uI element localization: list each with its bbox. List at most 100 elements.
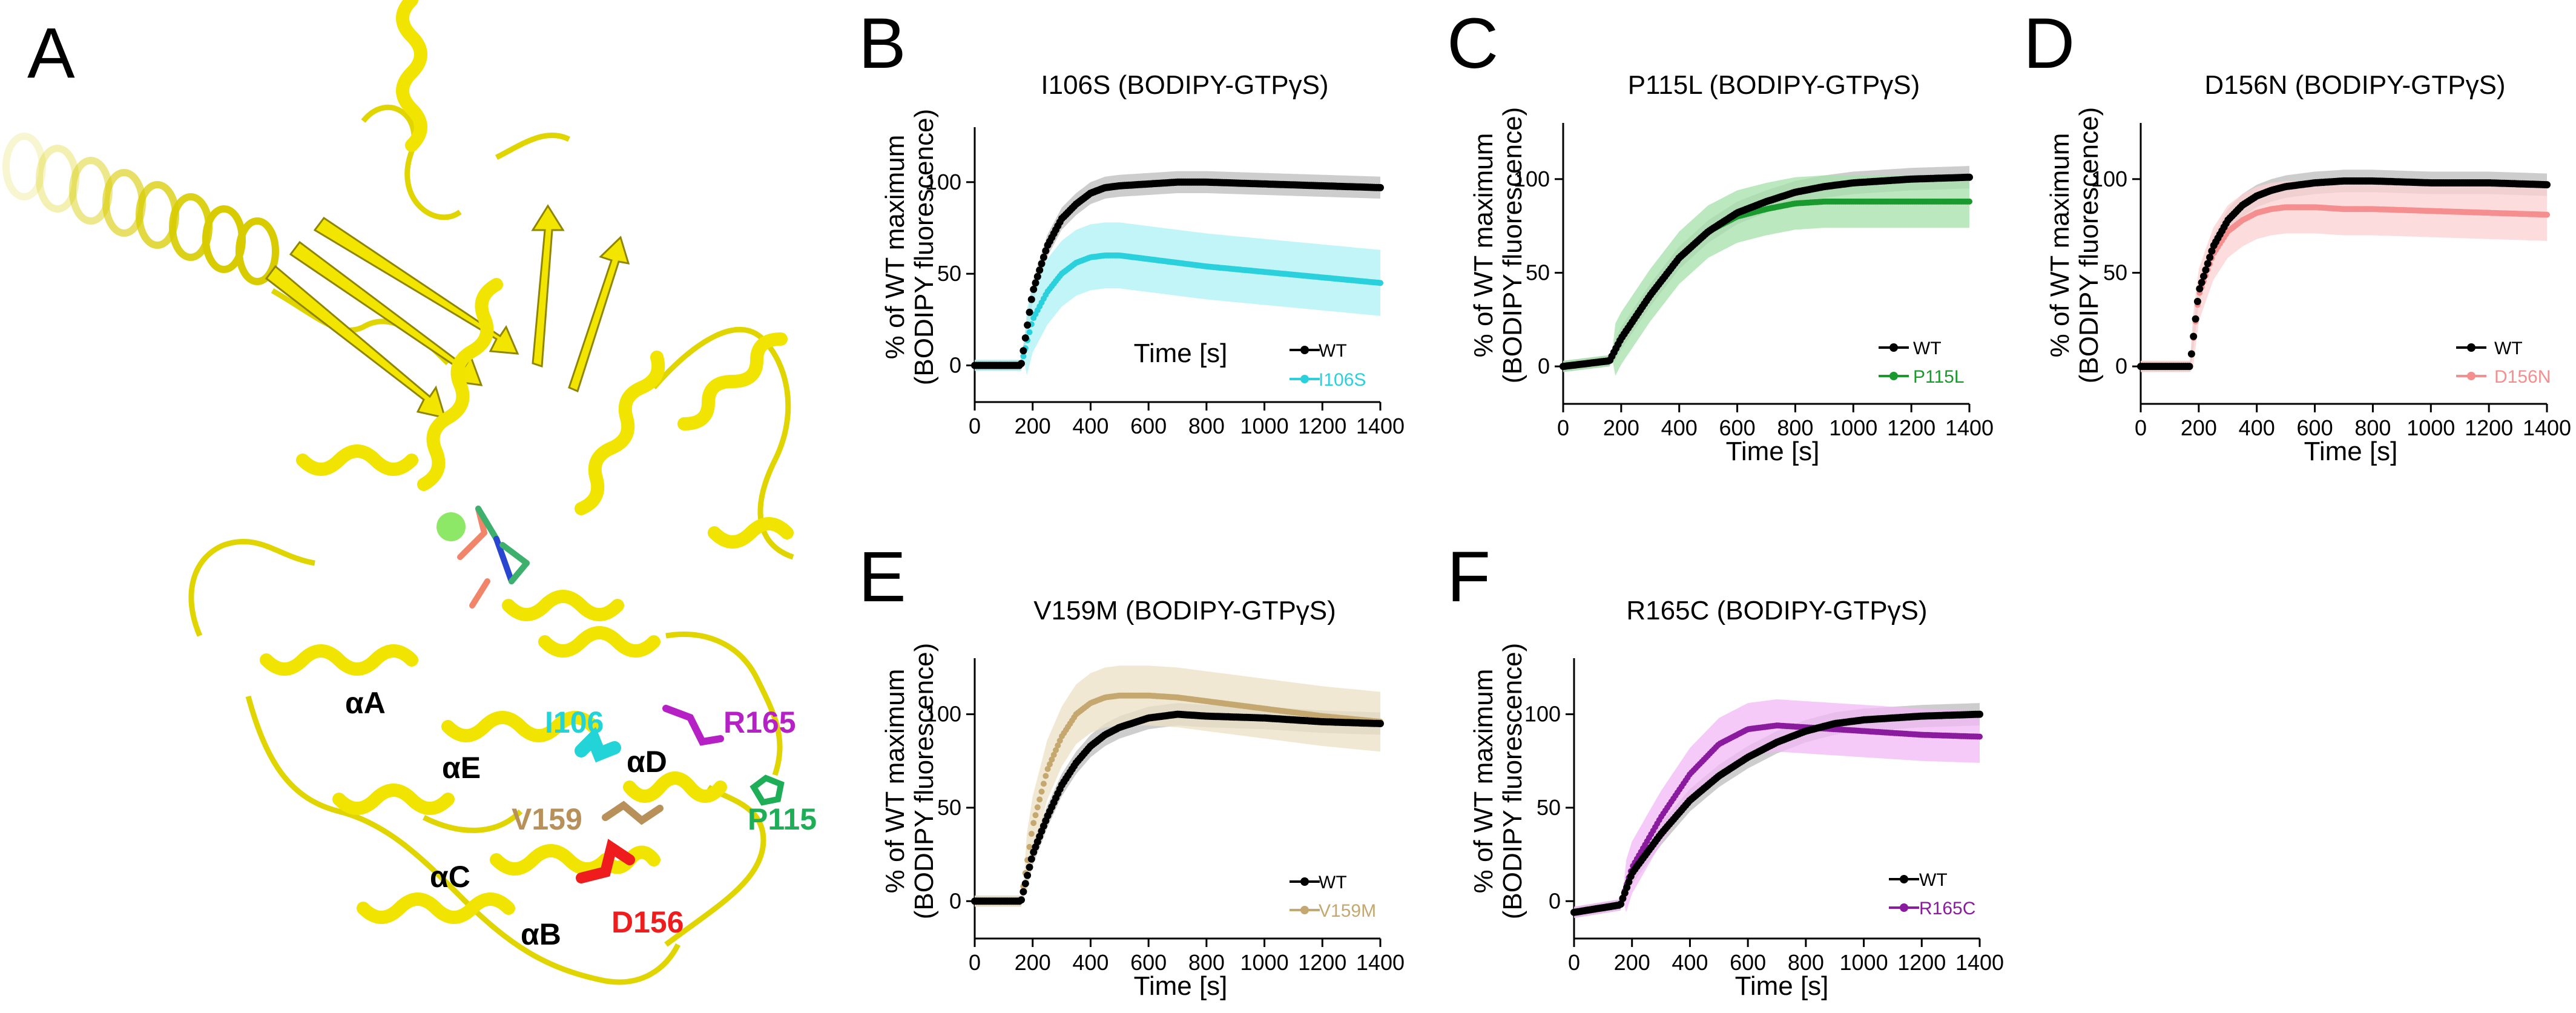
label-residue-r165: R165 [723, 705, 796, 739]
plot-area: 0 200 400 600 800 1000 1200 1400 0 50 100 [925, 658, 1405, 975]
x-tick-label: 0 [969, 414, 981, 438]
x-tick-label: 1200 [1298, 414, 1346, 438]
legend-label-r165c: R165C [1919, 899, 1975, 919]
x-tick-label: 600 [2297, 415, 2333, 440]
x-tick-label: 800 [2354, 415, 2391, 440]
legend-marker-p115l [1889, 372, 1898, 380]
x-tick-label: 0 [2135, 415, 2147, 440]
label-helix-b: αB [521, 917, 561, 951]
legend-marker-wt [2467, 343, 2476, 352]
x-tick-label: 400 [1672, 950, 1708, 975]
chart-panel-c: C P115L (BODIPY-GTPγS) Time [s] % of WT … [1447, 4, 1994, 466]
y-axis-title-line2: (BODIPY fluorescence) [1498, 107, 1527, 383]
data-point-wt [2193, 297, 2201, 305]
data-point-wt [2198, 279, 2205, 286]
y-tick-label: 0 [1538, 354, 1550, 378]
x-tick-label: 1400 [1356, 950, 1405, 975]
data-point-v159m [1044, 766, 1051, 772]
x-tick-label: 400 [2239, 415, 2275, 440]
error-band-p115l [1563, 175, 1969, 376]
error-band-v159m [975, 665, 1380, 907]
chart-title: I106S (BODIPY-GTPγS) [1041, 70, 1328, 100]
x-tick-label: 1200 [1897, 950, 1946, 975]
label-helix-c: αC [430, 860, 470, 894]
magnesium-ion [436, 512, 466, 541]
chart-title: D156N (BODIPY-GTPγS) [2204, 70, 2505, 100]
data-point-wt [1033, 272, 1041, 280]
x-tick-label: 1000 [1240, 950, 1289, 975]
y-axis-title-line1: % of WT maximum [880, 669, 910, 894]
residue-d156-sidechain [576, 839, 635, 883]
x-tick-label: 1200 [2465, 415, 2513, 440]
data-point-i106s [1377, 280, 1383, 286]
error-band-wt [975, 703, 1380, 907]
x-tick-label: 600 [1730, 950, 1766, 975]
data-point-i106s [1026, 329, 1033, 335]
y-tick-label: 50 [937, 795, 961, 820]
y-tick-label: 100 [1514, 167, 1550, 191]
x-tick-label: 1400 [1356, 414, 1405, 438]
legend-label-wt: WT [1319, 873, 1347, 893]
data-point-wt [1020, 347, 1027, 355]
x-tick-label: 200 [2181, 415, 2217, 440]
legend-label-wt: WT [1913, 338, 1942, 358]
legend-marker-wt [1900, 875, 1908, 883]
residue-i106-sidechain [575, 727, 621, 763]
data-point-wt [2192, 315, 2199, 323]
x-tick-label: 1000 [1829, 415, 1877, 440]
data-point-wt [1377, 183, 1384, 191]
label-residue-d156: D156 [611, 905, 684, 939]
error-band-wt [975, 171, 1380, 371]
y-axis-title-line2: (BODIPY fluorescence) [2074, 107, 2104, 383]
x-tick-label: 200 [1015, 414, 1051, 438]
x-axis-title: Time [s] [1726, 437, 1820, 466]
x-tick-label: 1400 [2523, 415, 2571, 440]
legend-label-v159m: V159M [1319, 901, 1376, 921]
label-helix-a: αA [345, 686, 386, 720]
chart-title: P115L (BODIPY-GTPγS) [1628, 70, 1920, 100]
x-tick-label: 200 [1015, 950, 1051, 975]
panel-letter-f: F [1447, 537, 1491, 617]
data-point-wt [2202, 266, 2210, 274]
plot-area: 0 200 400 600 800 1000 1200 1400 0 50 100 [2091, 123, 2571, 440]
data-point-i106s [1020, 353, 1027, 360]
residue-v159-sidechain [602, 800, 664, 825]
x-tick-label: 200 [1614, 950, 1650, 975]
legend-label-wt: WT [1319, 341, 1347, 361]
chart-title: V159M (BODIPY-GTPγS) [1033, 596, 1336, 625]
data-point-wt [1042, 247, 1050, 255]
y-tick-label: 50 [1526, 260, 1550, 285]
data-point-wt [1038, 260, 1046, 268]
data-point-wt [1024, 321, 1032, 329]
data-point-wt [2186, 363, 2193, 371]
legend-marker-wt [1300, 346, 1309, 354]
data-point-d156n [2544, 211, 2550, 218]
legend-label-wt: WT [1919, 870, 1948, 890]
data-point-v159m [1043, 773, 1049, 779]
data-point-p115l [1966, 198, 1972, 205]
data-point-wt [2200, 272, 2207, 280]
data-point-wt [1976, 710, 1983, 718]
data-point-v159m [1030, 820, 1037, 827]
x-tick-label: 200 [1603, 415, 1639, 440]
label-residue-v159: V159 [512, 802, 582, 836]
y-tick-label: 50 [2103, 260, 2127, 285]
y-tick-label: 0 [949, 352, 961, 377]
plot-area: 0 200 400 600 800 1000 1200 1400 0 50 100 [1514, 123, 1994, 440]
x-tick-label: 800 [1777, 415, 1813, 440]
data-point-v159m [1040, 780, 1047, 787]
data-point-wt [1625, 878, 1633, 886]
error-band-r165c [1574, 699, 1980, 918]
data-point-wt [2204, 260, 2212, 268]
y-axis-title-line1: % of WT maximum [2045, 133, 2075, 358]
data-point-wt [1024, 871, 1032, 879]
x-axis-title: Time [s] [1134, 971, 1228, 1001]
data-point-wt [1619, 894, 1627, 902]
data-point-v159m [1038, 788, 1045, 795]
data-point-wt [1020, 888, 1027, 896]
y-axis-title-line1: % of WT maximum [1469, 133, 1498, 358]
y-axis-title-line1: % of WT maximum [1469, 669, 1498, 894]
beta-sheet [265, 204, 630, 420]
x-axis-title: Time [s] [1134, 338, 1228, 368]
data-point-v159m [1055, 742, 1061, 749]
